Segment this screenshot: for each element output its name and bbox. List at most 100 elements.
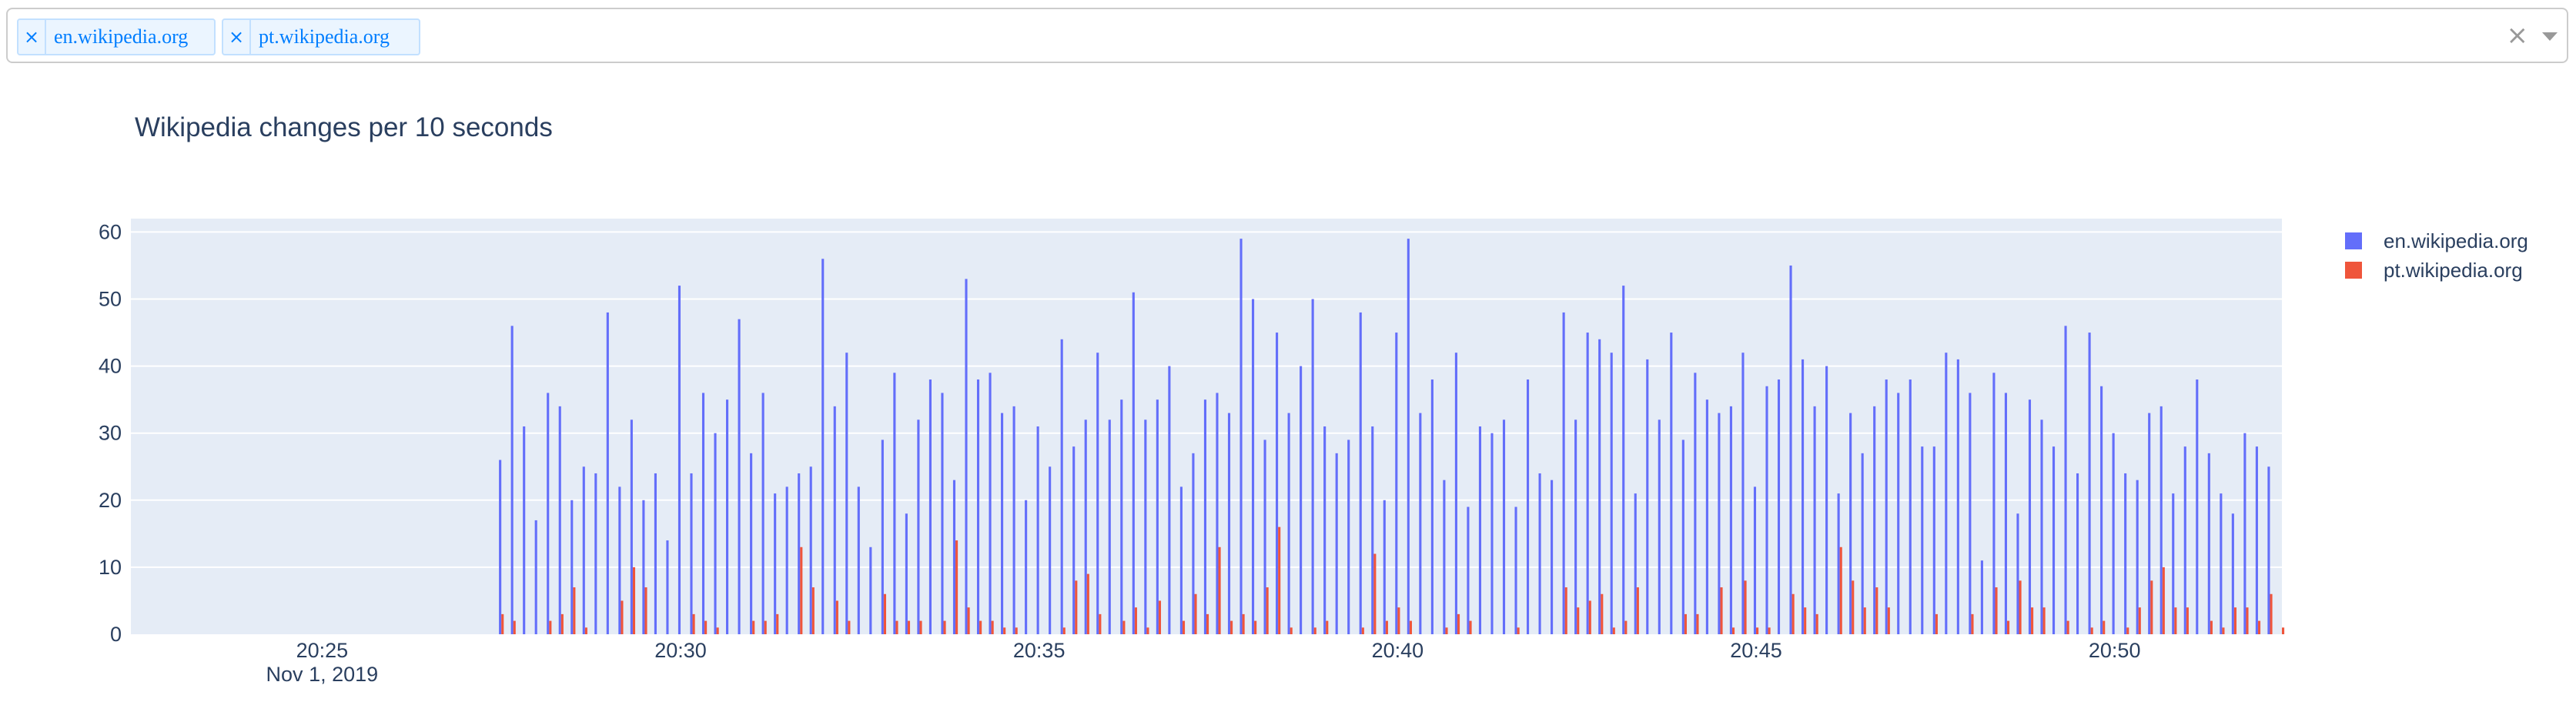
bar-pt[interactable] <box>1361 627 1364 634</box>
chevron-down-icon[interactable] <box>2542 32 2558 41</box>
bar-en[interactable] <box>1395 333 1398 634</box>
bar-pt[interactable] <box>1182 620 1186 634</box>
bar-en[interactable] <box>738 319 741 634</box>
bar-pt[interactable] <box>2270 593 2273 634</box>
bar-en[interactable] <box>1311 299 1314 634</box>
bar-en[interactable] <box>677 286 681 634</box>
legend-item-pt[interactable]: pt.wikipedia.org <box>2345 256 2528 285</box>
bar-en[interactable] <box>2196 379 2199 634</box>
bar-en[interactable] <box>2267 466 2270 634</box>
bar-en[interactable] <box>1765 386 1768 634</box>
bar-pt[interactable] <box>2282 627 2285 634</box>
bar-en[interactable] <box>1239 239 1243 634</box>
bar-en[interactable] <box>1526 379 1530 634</box>
bar-en[interactable] <box>1598 339 1601 634</box>
bar-en[interactable] <box>952 480 956 634</box>
bar-pt[interactable] <box>1158 600 1162 634</box>
bar-pt[interactable] <box>2066 620 2069 634</box>
bar-en[interactable] <box>1036 426 1039 634</box>
bar-en[interactable] <box>1419 413 1422 634</box>
bar-pt[interactable] <box>2186 607 2189 634</box>
bar-en[interactable] <box>523 426 526 634</box>
bar-en[interactable] <box>809 466 812 634</box>
bar-en[interactable] <box>1407 239 1410 634</box>
bar-en[interactable] <box>582 466 585 634</box>
bar-en[interactable] <box>1932 446 1935 634</box>
bar-en[interactable] <box>1192 453 1195 634</box>
bar-en[interactable] <box>1718 413 1721 634</box>
bar-pt[interactable] <box>1469 620 1472 634</box>
bar-en[interactable] <box>1144 419 1147 634</box>
bar-pt[interactable] <box>549 620 552 634</box>
bar-en[interactable] <box>1694 373 1697 634</box>
bar-en[interactable] <box>1921 446 1924 634</box>
bar-pt[interactable] <box>800 547 803 634</box>
bar-en[interactable] <box>1203 399 1206 634</box>
bar-pt[interactable] <box>1313 627 1316 634</box>
bar-pt[interactable] <box>1815 613 1818 634</box>
bar-en[interactable] <box>1335 453 1338 634</box>
bar-en[interactable] <box>1072 446 1076 634</box>
bar-pt[interactable] <box>2042 607 2046 634</box>
bar-pt[interactable] <box>1517 627 1520 634</box>
bar-pt[interactable] <box>811 587 815 634</box>
bar-en[interactable] <box>1574 419 1577 634</box>
bar-en[interactable] <box>1251 299 1255 634</box>
bar-en[interactable] <box>869 547 872 634</box>
bar-pt[interactable] <box>1971 613 1974 634</box>
bar-pt[interactable] <box>1278 526 1281 634</box>
bar-en[interactable] <box>1108 419 1111 634</box>
bar-en[interactable] <box>630 419 633 634</box>
bar-en[interactable] <box>1060 339 1063 634</box>
bar-en[interactable] <box>774 493 777 634</box>
bar-en[interactable] <box>928 379 932 634</box>
bar-pt[interactable] <box>1015 627 1018 634</box>
bar-pt[interactable] <box>1409 620 1412 634</box>
bar-en[interactable] <box>2100 386 2103 634</box>
bar-en[interactable] <box>701 393 705 634</box>
bar-en[interactable] <box>1586 333 1589 634</box>
bar-en[interactable] <box>2052 446 2056 634</box>
bar-en[interactable] <box>845 353 848 634</box>
bar-en[interactable] <box>1443 480 1446 634</box>
bar-en[interactable] <box>1741 353 1745 634</box>
bar-en[interactable] <box>1789 265 1792 634</box>
bar-en[interactable] <box>941 393 944 634</box>
bar-pt[interactable] <box>1146 627 1149 634</box>
bar-en[interactable] <box>1837 493 1840 634</box>
bar-en[interactable] <box>1634 493 1637 634</box>
bar-pt[interactable] <box>2006 620 2010 634</box>
bar-en[interactable] <box>1359 312 1362 634</box>
bar-en[interactable] <box>1562 312 1565 634</box>
bar-en[interactable] <box>1300 366 1303 634</box>
bar-en[interactable] <box>642 500 645 634</box>
bar-pt[interactable] <box>1230 620 1233 634</box>
bar-pt[interactable] <box>1601 593 1604 634</box>
bar-en[interactable] <box>1873 406 1876 634</box>
bar-pt[interactable] <box>2126 627 2129 634</box>
bar-en[interactable] <box>1467 506 1470 634</box>
bar-en[interactable] <box>1658 419 1661 634</box>
bar-pt[interactable] <box>1373 553 1377 634</box>
bar-en[interactable] <box>1813 406 1816 634</box>
bar-en[interactable] <box>761 393 764 634</box>
bar-en[interactable] <box>2112 433 2115 634</box>
bar-pt[interactable] <box>2174 607 2177 634</box>
bar-en[interactable] <box>1825 366 1828 634</box>
bar-en[interactable] <box>1168 366 1171 634</box>
bar-en[interactable] <box>726 399 729 634</box>
bar-pt[interactable] <box>632 567 636 634</box>
bar-en[interactable] <box>1502 419 1506 634</box>
bar-en[interactable] <box>2040 419 2043 634</box>
bar-pt[interactable] <box>704 620 708 634</box>
bar-en[interactable] <box>1049 466 1052 634</box>
bar-pt[interactable] <box>1852 580 1855 634</box>
bar-en[interactable] <box>1610 353 1613 634</box>
bar-pt[interactable] <box>716 627 719 634</box>
bar-pt[interactable] <box>1242 613 1245 634</box>
bar-pt[interactable] <box>584 627 587 634</box>
chip-remove-en-button[interactable]: × <box>18 20 46 54</box>
bar-pt[interactable] <box>2222 627 2225 634</box>
bar-pt[interactable] <box>1326 620 1329 634</box>
bar-en[interactable] <box>2028 399 2032 634</box>
